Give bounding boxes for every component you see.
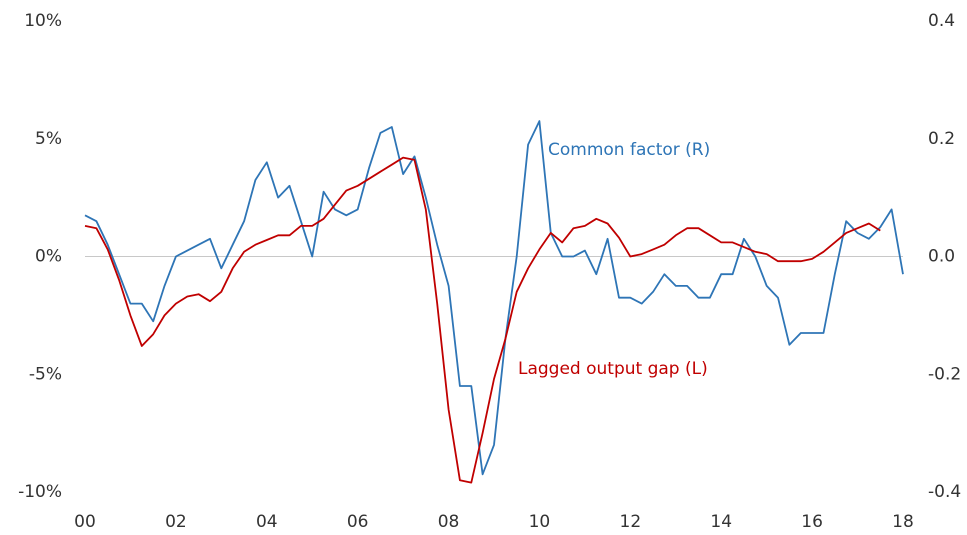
x-tick-label: 02 (165, 512, 187, 532)
y2-tick-label: 0.0 (928, 247, 955, 267)
y2-tick-label: 0.2 (928, 129, 955, 149)
x-tick-label: 04 (256, 512, 278, 532)
y2-tick-label: -0.4 (928, 482, 961, 502)
y-tick-label: -10% (18, 482, 62, 502)
x-tick-label: 06 (347, 512, 369, 532)
y-tick-label: -5% (29, 364, 62, 384)
series-label: Lagged output gap (L) (518, 359, 708, 379)
x-tick-label: 08 (438, 512, 460, 532)
y2-tick-label: 0.4 (928, 11, 955, 31)
series-line (84, 156, 881, 484)
x-tick-label: 12 (620, 512, 642, 532)
x-tick-label: 16 (801, 512, 823, 532)
y2-tick-label: -0.2 (928, 364, 961, 384)
x-tick-label: 18 (892, 512, 914, 532)
y-tick-label: 0% (35, 247, 62, 267)
x-tick-label: 14 (710, 512, 732, 532)
series-label: Common factor (R) (548, 140, 710, 160)
x-tick-label: 10 (529, 512, 551, 532)
y-tick-label: 5% (35, 129, 62, 149)
series-line (84, 120, 904, 476)
x-tick-label: 00 (74, 512, 96, 532)
y-tick-label: 10% (24, 11, 62, 31)
